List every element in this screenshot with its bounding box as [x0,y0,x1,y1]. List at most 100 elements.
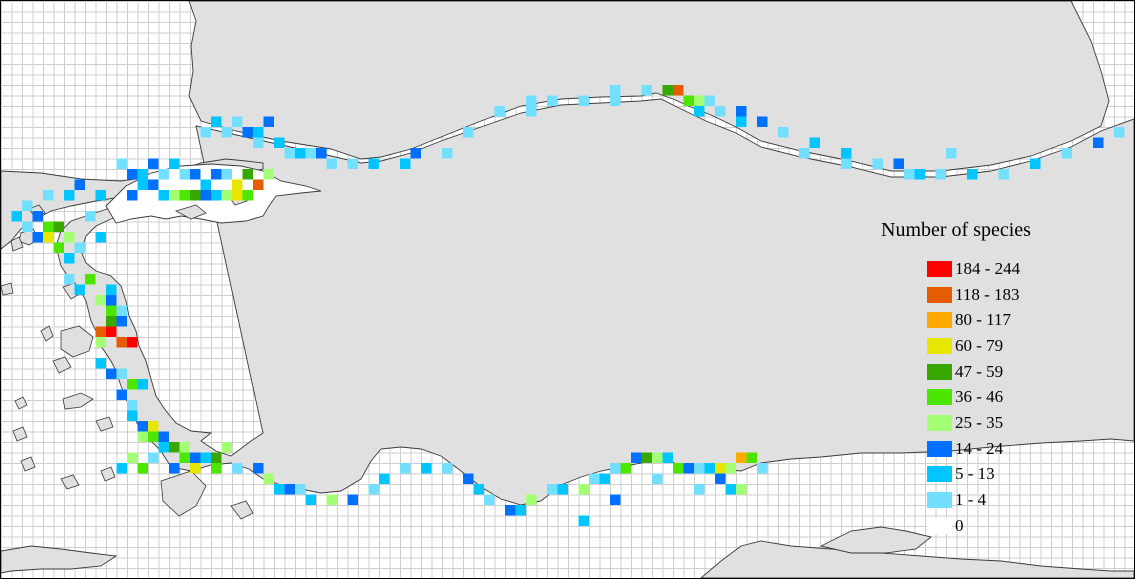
species-cell [106,295,117,306]
legend-item: 14 - 24 [927,436,1031,462]
species-cell [116,368,127,379]
species-cell [347,158,358,169]
legend-label: 60 - 79 [955,335,1004,355]
species-cell [190,169,201,180]
species-cell [116,389,127,400]
species-cell [232,190,243,201]
species-cell [242,127,253,138]
species-cell [211,190,222,201]
legend-item: 184 - 244 [927,256,1031,282]
species-cell [221,190,232,201]
legend-label: 0 [955,515,964,535]
legend-swatch [927,466,952,483]
species-cell [148,421,159,432]
species-cell [736,452,747,463]
species-cell [547,95,558,106]
species-cell [295,484,306,495]
species-cell [326,494,337,505]
species-cell [578,515,589,526]
cyprus-island [819,526,932,554]
species-cell [169,442,180,453]
southern-landmass [700,540,1134,578]
island [40,325,54,342]
legend-swatch [927,286,952,303]
legend-swatch [927,414,952,431]
species-cell [116,305,127,316]
species-cell [841,148,852,159]
species-cell [935,169,946,180]
species-cell [484,494,495,505]
species-cell [736,116,747,127]
island [230,500,254,520]
species-cell [610,95,621,106]
species-cell [515,505,526,516]
species-cell [368,158,379,169]
species-cell [1114,127,1125,138]
species-cell [64,274,75,285]
island [1,282,14,296]
species-cell [505,505,516,516]
legend-swatch [927,337,952,354]
species-cell [347,494,358,505]
species-cell [137,379,148,390]
legend-swatch [927,517,952,534]
legend-title: Number of species [881,219,1031,241]
legend-swatch [927,312,952,329]
species-cell [179,190,190,201]
species-cell [74,179,85,190]
species-cell [799,148,810,159]
island [95,416,114,432]
species-cell [232,116,243,127]
species-cell [746,452,757,463]
species-cell [95,337,106,348]
species-cell [53,221,64,232]
species-cell [694,484,705,495]
island [20,456,36,472]
species-cell [683,463,694,474]
species-cell [494,106,505,117]
species-cell [221,127,232,138]
species-cell [211,452,222,463]
species-cell [610,463,621,474]
island [174,204,207,220]
island [10,236,24,252]
species-cell [116,316,127,327]
legend-label: 47 - 59 [955,361,1004,381]
species-cell [148,179,159,190]
species-cell [757,116,768,127]
species-cell [232,463,243,474]
species-cell [305,148,316,159]
species-cell [526,494,537,505]
species-cell [400,463,411,474]
species-cell [64,253,75,264]
species-cell [253,127,264,138]
island [52,356,72,374]
species-cell [169,158,180,169]
species-cell [64,190,75,201]
species-cells [11,85,1125,526]
species-cell [106,284,117,295]
species-cell [127,190,138,201]
legend-label: 36 - 46 [955,387,1004,407]
species-cell [284,484,295,495]
species-cell [137,179,148,190]
species-cell [158,169,169,180]
species-cell [715,463,726,474]
species-cell [95,326,106,337]
species-cell [284,148,295,159]
species-cell [526,95,537,106]
species-cell [22,221,33,232]
species-cell [211,169,222,180]
species-cell [127,169,138,180]
species-cell [106,368,117,379]
island [62,392,94,410]
species-cell [610,85,621,96]
species-cell [85,274,96,285]
species-cell [116,337,127,348]
species-cell [95,190,106,201]
species-cell [442,463,453,474]
species-cell [127,452,138,463]
species-cell [704,463,715,474]
species-cell [368,484,379,495]
species-cell [725,484,736,495]
